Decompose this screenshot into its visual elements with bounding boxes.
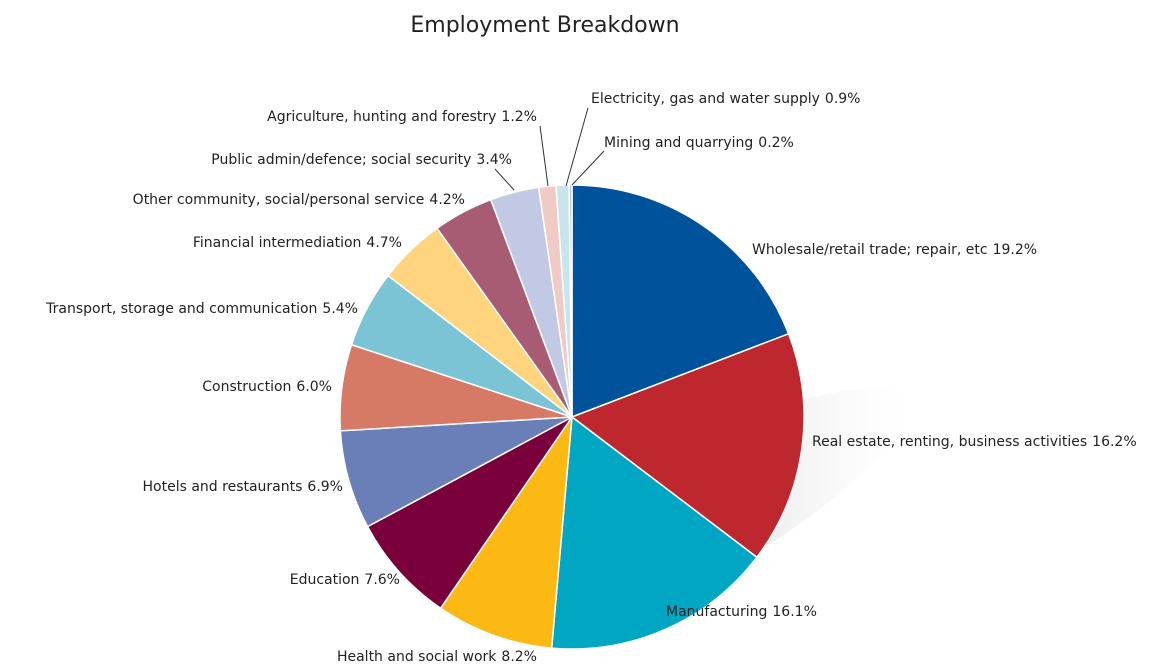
slice-category: Mining and quarrying — [604, 135, 753, 151]
slice-value-label: 1.2% — [501, 109, 537, 125]
slice-label: Agriculture, hunting and forestry 1.2% — [267, 109, 537, 125]
slice-label: Transport, storage and communication 5.4% — [45, 301, 358, 317]
slice-value-label: 16.1% — [772, 604, 816, 620]
pie-slice — [570, 332, 805, 559]
slice-label: Manufacturing 16.1% — [666, 604, 817, 620]
slice-label: Public admin/defence; social security 3.4… — [211, 152, 512, 168]
slice-category: Construction — [202, 379, 291, 395]
slice-category: Public admin/defence; social security — [211, 152, 471, 168]
slice-value-label: 19.2% — [993, 242, 1037, 258]
slice-category: Manufacturing — [666, 604, 767, 620]
pie-slice — [571, 184, 790, 419]
slice-value-label: 0.9% — [825, 91, 861, 107]
slice-label: Construction 6.0% — [202, 379, 332, 395]
slice-category: Electricity, gas and water supply — [591, 91, 820, 107]
slice-category: Transport, storage and communication — [45, 301, 317, 317]
pie-slice — [550, 415, 758, 650]
slice-value-label: 6.9% — [307, 479, 343, 495]
pie-slice — [439, 414, 573, 649]
leader-line — [571, 150, 605, 186]
slice-value-label: 6.0% — [296, 379, 332, 395]
slice-value-label: 16.2% — [1092, 434, 1136, 450]
slice-label: Mining and quarrying 0.2% — [604, 135, 794, 151]
pie-slice — [568, 184, 573, 418]
slice-label: Other community, social/personal service… — [133, 192, 465, 208]
slice-category: Health and social work — [337, 649, 497, 665]
slice-value-label: 4.2% — [429, 192, 465, 208]
slice-label: Financial intermediation 4.7% — [193, 235, 402, 251]
leader-line — [539, 125, 549, 187]
slice-label: Electricity, gas and water supply 0.9% — [591, 91, 860, 107]
slice-value-label: 4.7% — [366, 235, 402, 251]
labels: Wholesale/retail trade; repair, etc 19.2%… — [45, 91, 1137, 665]
slice-value-label: 5.4% — [322, 301, 358, 317]
slice-category: Real estate, renting, business activitie… — [812, 434, 1087, 450]
slice-label: Health and social work 8.2% — [337, 649, 537, 665]
slice-label: Education 7.6% — [290, 572, 400, 588]
chart-title: Employment Breakdown — [410, 13, 679, 38]
slice-label: Real estate, renting, business activitie… — [812, 434, 1137, 450]
slice-value-label: 7.6% — [364, 572, 400, 588]
slice-label: Hotels and restaurants 6.9% — [143, 479, 343, 495]
pie — [339, 184, 805, 650]
slice-category: Hotels and restaurants — [143, 479, 303, 495]
slice-label: Wholesale/retail trade; repair, etc 19.2% — [752, 242, 1037, 258]
leader-line — [494, 168, 515, 191]
slice-category: Financial intermediation — [193, 235, 362, 251]
slice-category: Agriculture, hunting and forestry — [267, 109, 496, 125]
slice-value-label: 3.4% — [476, 152, 512, 168]
slice-category: Wholesale/retail trade; repair, etc — [752, 242, 988, 258]
slice-value-label: 8.2% — [501, 649, 537, 665]
slice-category: Other community, social/personal service — [133, 192, 425, 208]
pie-slice — [366, 416, 573, 610]
leader-line — [565, 107, 589, 187]
slice-value-label: 0.2% — [758, 135, 794, 151]
slice-category: Education — [290, 572, 360, 588]
